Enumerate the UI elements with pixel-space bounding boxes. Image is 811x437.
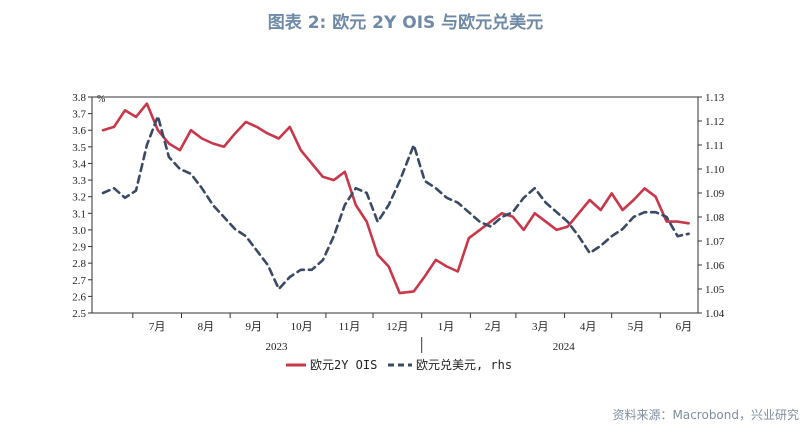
x-month-label: 2月 [485,321,502,333]
left-tick-label: 3.6 [72,125,86,137]
plot-frame [91,96,699,314]
legend-label-ois: 欧元2Y OIS [310,358,377,372]
left-tick-label: 3.8 [72,92,86,104]
x-month-label: 9月 [245,321,262,333]
left-tick-label: 2.8 [72,258,86,270]
x-month-label: 4月 [580,321,597,333]
left-tick-label: 2.7 [72,275,86,287]
right-tick-label: 1.10 [705,164,725,176]
right-tick-label: 1.13 [705,92,725,104]
left-tick-label: 3.4 [72,158,86,170]
x-month-label: 3月 [532,321,549,333]
left-tick-label: 2.5 [72,308,86,320]
legend-label-eurusd: 欧元兑美元, rhs [416,358,512,372]
right-tick-label: 1.06 [705,260,725,272]
series-line-eurusd [101,114,690,291]
legend: 欧元2Y OIS 欧元兑美元, rhs [286,358,512,372]
right-tick-label: 1.11 [705,140,724,152]
x-month-label: 11月 [339,321,361,333]
x-month-label: 12月 [386,321,408,333]
source-note: 资料来源：Macrobond，兴业研究 [612,408,800,422]
left-tick-label: 3.5 [72,142,86,154]
x-month-label: 1月 [438,321,455,333]
left-tick-label: 3.0 [72,225,86,237]
x-month-label: 8月 [198,321,215,333]
series-layer [101,102,690,295]
x-month-label: 5月 [628,321,645,333]
x-month-label: 6月 [676,321,693,333]
left-tick-label: 2.6 [72,291,86,303]
x-month-label: 10月 [291,321,313,333]
right-tick-label: 1.08 [705,212,725,224]
right-tick-label: 1.05 [705,284,725,296]
right-tick-label: 1.04 [705,308,725,320]
series-line-ois [101,102,690,295]
right-tick-label: 1.07 [705,236,725,248]
right-tick-label: 1.12 [705,116,724,128]
left-tick-label: 3.7 [72,109,86,121]
left-tick-label: 3.3 [72,175,86,187]
right-tick-label: 1.09 [705,188,725,200]
left-tick-label: 3.2 [72,192,86,204]
right-axis: 1.04 1.05 1.06 1.07 1.08 1.09 1.10 1.11 1.12 1.13 [698,92,725,320]
left-axis: 2.5 2.6 2.7 2.8 2.9 3.0 3.1 3.2 3.3 3.4 3.5 3.6 3.7 3… [72,92,92,320]
left-tick-label: 2.9 [72,242,86,254]
x-month-label: 7月 [149,321,166,333]
x-axis: 7月 8月 9月 10月 11月 12月 1月 2月 3月 4月 5月 6月 2023 2024 [132,313,693,353]
x-year-label: 2024 [553,341,576,353]
left-tick-label: 3.1 [72,208,86,220]
x-year-label: 2023 [265,341,288,353]
left-axis-unit: % [97,94,105,105]
chart-title: 图表 2: 欧元 2Y OIS 与欧元兑美元 [267,13,544,33]
